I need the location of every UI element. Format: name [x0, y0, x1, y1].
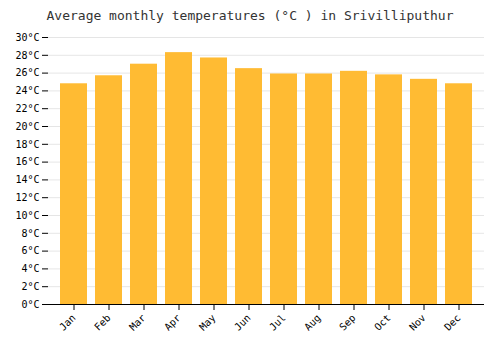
svg-text:6°C: 6°C	[21, 245, 39, 256]
svg-text:22°C: 22°C	[15, 103, 39, 114]
svg-text:18°C: 18°C	[15, 139, 39, 150]
svg-text:May: May	[197, 312, 218, 333]
svg-text:Nov: Nov	[407, 312, 428, 333]
svg-text:Jul: Jul	[267, 312, 288, 333]
svg-text:10°C: 10°C	[15, 210, 39, 221]
svg-text:Jun: Jun	[232, 312, 253, 333]
svg-text:Oct: Oct	[372, 312, 393, 333]
svg-text:2°C: 2°C	[21, 281, 39, 292]
svg-text:26°C: 26°C	[15, 67, 39, 78]
svg-text:Feb: Feb	[92, 312, 113, 333]
svg-text:24°C: 24°C	[15, 85, 39, 96]
svg-text:0°C: 0°C	[21, 299, 39, 310]
svg-text:14°C: 14°C	[15, 174, 39, 185]
svg-text:Sep: Sep	[337, 312, 358, 333]
svg-text:16°C: 16°C	[15, 156, 39, 167]
svg-text:8°C: 8°C	[21, 228, 39, 239]
svg-text:30°C: 30°C	[15, 32, 39, 43]
svg-text:28°C: 28°C	[15, 50, 39, 61]
svg-text:12°C: 12°C	[15, 192, 39, 203]
svg-text:Mar: Mar	[127, 312, 148, 333]
svg-text:Apr: Apr	[162, 312, 183, 333]
html-text:Average monthly temperatures (: Average monthly temperatures (°C ) in Sr…	[46, 8, 454, 23]
svg-text:4°C: 4°C	[21, 263, 39, 274]
svg-text:Dec: Dec	[442, 312, 463, 333]
svg-text:20°C: 20°C	[15, 121, 39, 132]
svg-text:Jan: Jan	[57, 312, 78, 333]
svg-text:Aug: Aug	[302, 312, 323, 333]
